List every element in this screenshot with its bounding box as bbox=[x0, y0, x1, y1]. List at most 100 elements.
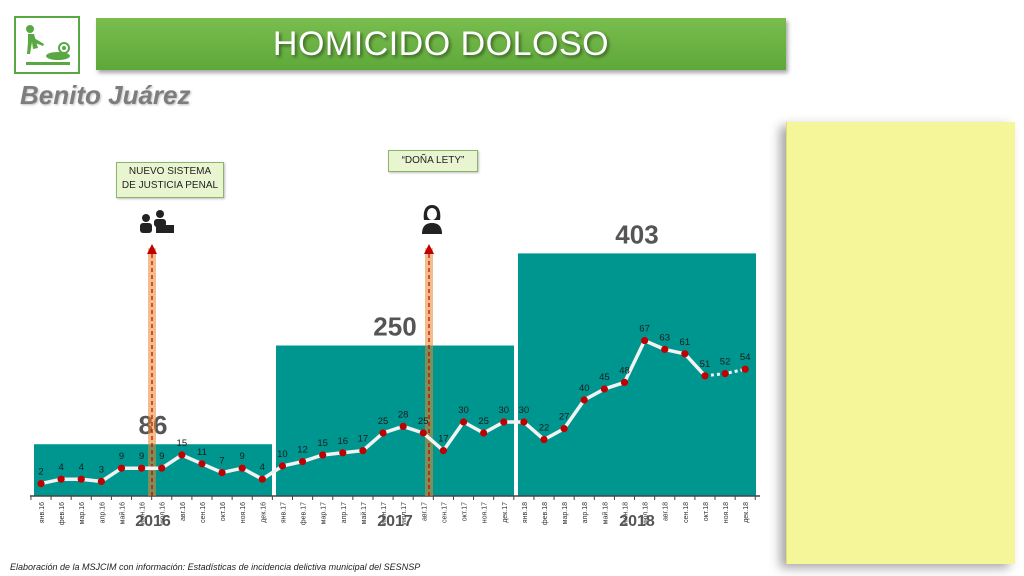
monthly-value-label: 9 bbox=[119, 451, 124, 462]
page-title: HOMICIDO DOLOSO bbox=[272, 24, 610, 63]
monthly-point bbox=[641, 337, 649, 345]
month-tick-label: окт.16 bbox=[220, 502, 227, 521]
monthly-value-label: 9 bbox=[139, 451, 144, 462]
monthly-value-label: 22 bbox=[539, 423, 550, 434]
month-tick-label: дек.17 bbox=[502, 502, 509, 523]
monthly-value-label: 30 bbox=[498, 405, 509, 416]
annual-total-label-2018: 403 bbox=[615, 219, 658, 249]
monthly-value-label: 52 bbox=[720, 357, 731, 368]
month-tick-label: апр.17 bbox=[341, 502, 348, 523]
source-footnote: Elaboración de la MSJCIM con información… bbox=[10, 562, 421, 572]
event-arrow-head bbox=[424, 244, 434, 254]
month-tick-label: фев.16 bbox=[59, 502, 66, 525]
annual-bar-2018 bbox=[518, 253, 756, 496]
event-highlight-band bbox=[425, 248, 433, 496]
month-tick-label: ноя.17 bbox=[482, 502, 489, 523]
monthly-value-label: 9 bbox=[159, 451, 164, 462]
monthly-point bbox=[500, 418, 508, 426]
monthly-point bbox=[620, 378, 629, 386]
month-tick-label: июл.18 bbox=[643, 502, 650, 525]
monthly-point bbox=[278, 462, 287, 470]
year-axis-label-2018: 2018 bbox=[619, 513, 655, 530]
monthly-value-label: 25 bbox=[378, 416, 389, 427]
month-tick-label: май.17 bbox=[360, 502, 368, 524]
month-tick-label: янв.18 bbox=[522, 502, 529, 523]
monthly-value-label: 9 bbox=[240, 451, 245, 462]
monthly-value-label: 12 bbox=[297, 445, 308, 456]
monthly-point bbox=[339, 449, 347, 457]
monthly-point bbox=[560, 425, 568, 433]
monthly-value-label: 40 bbox=[579, 383, 590, 394]
monthly-point bbox=[37, 480, 45, 488]
monthly-point bbox=[238, 464, 246, 472]
monthly-point bbox=[158, 464, 166, 472]
monthly-value-label: 10 bbox=[277, 449, 288, 460]
monthly-point bbox=[480, 429, 488, 437]
annual-bar-2017 bbox=[276, 345, 514, 496]
month-tick-label: сен.16 bbox=[200, 502, 207, 523]
monthly-value-label: 11 bbox=[197, 447, 207, 458]
monthly-point bbox=[258, 475, 266, 483]
monthly-value-label: 17 bbox=[438, 434, 449, 445]
month-tick-label: авг.18 bbox=[663, 502, 670, 521]
monthly-value-label: 15 bbox=[317, 438, 328, 449]
monthly-value-label: 4 bbox=[58, 462, 63, 473]
monthly-point bbox=[298, 458, 307, 466]
monthly-value-label: 25 bbox=[418, 416, 429, 427]
side-note-panel bbox=[786, 122, 1015, 564]
monthly-value-label: 61 bbox=[680, 337, 691, 348]
monthly-point bbox=[520, 418, 528, 426]
monthly-point bbox=[218, 469, 226, 477]
monthly-value-label: 63 bbox=[659, 332, 670, 343]
month-tick-label: июн.17 bbox=[381, 502, 388, 525]
event-callout-lety-label: “DOÑA LETY” bbox=[401, 155, 465, 166]
monthly-point bbox=[178, 451, 186, 459]
month-tick-label: ноя.16 bbox=[240, 502, 247, 523]
monthly-value-label: 4 bbox=[79, 462, 84, 473]
monthly-point bbox=[359, 447, 367, 455]
monthly-point bbox=[661, 345, 669, 353]
event-callout-justice-line2: DE JUSTICIA PENAL bbox=[121, 180, 219, 191]
monthly-value-label: 28 bbox=[398, 409, 409, 420]
woman-avatar-icon bbox=[422, 205, 442, 234]
monthly-value-label: 7 bbox=[219, 456, 224, 467]
month-tick-label: авг.17 bbox=[421, 502, 428, 521]
crime-victim-icon bbox=[14, 16, 80, 74]
annual-total-label-2017: 250 bbox=[373, 312, 416, 342]
title-banner: HOMICIDO DOLOSO bbox=[96, 18, 786, 70]
monthly-point bbox=[117, 464, 126, 472]
event-highlight-band bbox=[148, 248, 156, 496]
municipality-subtitle: Benito Juárez bbox=[20, 80, 191, 110]
monthly-point bbox=[319, 451, 327, 459]
month-tick-label: окт.17 bbox=[462, 502, 469, 521]
monthly-value-label: 25 bbox=[478, 416, 489, 427]
monthly-value-label: 30 bbox=[519, 405, 530, 416]
court-trial-icon bbox=[140, 210, 174, 233]
month-tick-label: мар.16 bbox=[79, 502, 86, 524]
month-tick-label: апр.16 bbox=[99, 502, 106, 523]
monthly-point bbox=[379, 429, 387, 437]
monthly-value-label: 30 bbox=[458, 405, 469, 416]
monthly-point bbox=[439, 447, 447, 455]
monthly-point bbox=[77, 475, 85, 483]
month-tick-label: июн.18 bbox=[622, 502, 629, 525]
monthly-series-line bbox=[40, 338, 707, 486]
monthly-value-label: 51 bbox=[700, 359, 711, 370]
monthly-point bbox=[198, 460, 206, 468]
monthly-point bbox=[459, 418, 468, 426]
monthly-point bbox=[580, 396, 588, 404]
monthly-value-label: 4 bbox=[260, 462, 265, 473]
monthly-point bbox=[97, 477, 105, 485]
monthly-point bbox=[681, 350, 689, 358]
month-tick-label: май.18 bbox=[601, 502, 609, 524]
monthly-point bbox=[600, 385, 608, 393]
monthly-value-label: 17 bbox=[358, 434, 369, 445]
event-arrow-head bbox=[147, 244, 157, 254]
month-tick-label: янв.17 bbox=[280, 502, 287, 523]
month-tick-label: фев.18 bbox=[542, 502, 549, 525]
monthly-point bbox=[701, 372, 709, 380]
event-callout-lety: “DOÑA LETY” bbox=[388, 150, 478, 172]
month-tick-label: дек.16 bbox=[260, 502, 267, 523]
monthly-point bbox=[57, 475, 65, 483]
